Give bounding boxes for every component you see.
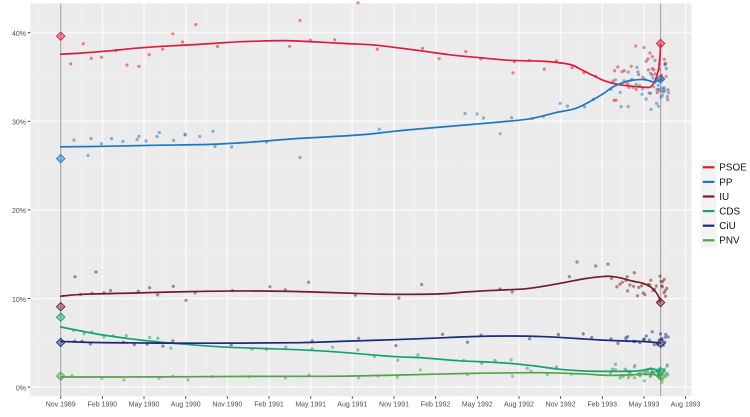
svg-text:20%: 20% <box>12 208 26 215</box>
svg-text:IU: IU <box>719 192 729 203</box>
svg-text:May 1993: May 1993 <box>629 402 660 409</box>
svg-text:PNV: PNV <box>719 236 740 247</box>
svg-text:May 1991: May 1991 <box>295 402 326 409</box>
svg-text:40%: 40% <box>12 31 26 38</box>
svg-text:May 1990: May 1990 <box>129 402 160 409</box>
svg-text:Nov 1991: Nov 1991 <box>379 402 409 409</box>
svg-text:Feb 1992: Feb 1992 <box>421 402 451 409</box>
svg-text:Aug 1991: Aug 1991 <box>337 402 367 409</box>
svg-text:Nov 1989: Nov 1989 <box>46 402 76 409</box>
svg-text:May 1992: May 1992 <box>462 402 493 409</box>
svg-text:PP: PP <box>719 177 733 188</box>
svg-text:30%: 30% <box>12 120 26 127</box>
svg-text:PSOE: PSOE <box>719 163 747 174</box>
svg-text:CDS: CDS <box>719 207 740 218</box>
svg-text:Feb 1991: Feb 1991 <box>254 402 284 409</box>
svg-text:Aug 1992: Aug 1992 <box>504 402 534 409</box>
svg-text:Feb 1993: Feb 1993 <box>588 402 618 409</box>
svg-text:Feb 1990: Feb 1990 <box>88 402 118 409</box>
svg-text:CiU: CiU <box>719 221 735 232</box>
svg-text:0%: 0% <box>16 385 26 392</box>
svg-text:Aug 1993: Aug 1993 <box>671 402 701 409</box>
svg-text:Nov 1990: Nov 1990 <box>212 402 242 409</box>
svg-text:Nov 1992: Nov 1992 <box>546 402 576 409</box>
svg-text:10%: 10% <box>12 297 26 304</box>
svg-text:Aug 1990: Aug 1990 <box>171 402 201 409</box>
